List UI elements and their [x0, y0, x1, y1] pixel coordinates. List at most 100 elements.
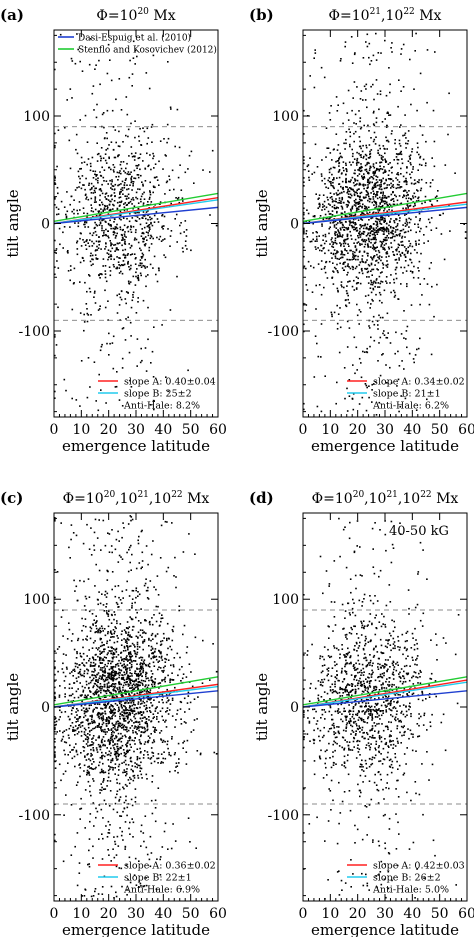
scatter-point: [129, 652, 132, 655]
scatter-point: [96, 620, 98, 622]
scatter-point: [352, 253, 354, 255]
scatter-point: [153, 665, 156, 667]
scatter-point: [142, 215, 145, 217]
scatter-point: [337, 289, 339, 292]
scatter-point: [306, 236, 309, 238]
scatter-point: [358, 206, 360, 208]
scatter-point: [96, 707, 98, 709]
scatter-point: [405, 270, 408, 272]
scatter-point: [392, 235, 394, 238]
scatter-point: [367, 246, 370, 248]
scatter-point: [314, 240, 317, 242]
scatter-point: [79, 60, 81, 63]
scatter-point: [140, 731, 143, 733]
scatter-point: [370, 291, 373, 294]
scatter-point: [404, 114, 406, 116]
scatter-point: [79, 655, 82, 657]
scatter-point: [92, 692, 95, 695]
scatter-point: [152, 680, 155, 683]
scatter-point: [177, 196, 180, 199]
scatter-point: [124, 240, 126, 243]
scatter-point: [120, 815, 123, 817]
scatter-point: [390, 182, 392, 185]
scatter-point: [126, 726, 128, 729]
scatter-point: [116, 256, 118, 258]
scatter-point: [345, 186, 347, 188]
scatter-point: [95, 739, 97, 741]
scatter-point: [196, 750, 199, 752]
scatter-point: [414, 223, 416, 225]
scatter-point: [395, 218, 397, 221]
scatter-point: [140, 195, 143, 198]
scatter-point: [372, 187, 375, 190]
scatter-point: [384, 249, 386, 251]
scatter-point: [380, 259, 382, 262]
scatter-point: [137, 279, 140, 282]
scatter-point: [131, 720, 133, 722]
scatter-point: [101, 201, 103, 204]
x-tick-label: 10: [72, 422, 90, 438]
scatter-point: [130, 519, 132, 522]
scatter-point: [116, 171, 119, 174]
scatter-point: [153, 716, 155, 718]
scatter-point: [87, 578, 90, 580]
scatter-point: [143, 243, 146, 246]
scatter-point: [380, 154, 383, 157]
scatter-point: [213, 751, 216, 754]
scatter-point: [68, 628, 71, 631]
scatter-point: [131, 661, 133, 663]
scatter-point: [347, 271, 349, 274]
scatter-point: [87, 739, 89, 741]
scatter-point: [68, 622, 70, 624]
scatter-point: [76, 253, 79, 256]
scatter-point: [134, 788, 137, 790]
scatter-point: [172, 664, 175, 666]
scatter-point: [129, 681, 131, 683]
scatter-point: [178, 762, 180, 764]
scatter-point: [142, 700, 144, 703]
scatter-point: [108, 707, 111, 709]
scatter-point: [353, 194, 356, 197]
scatter-point: [128, 548, 130, 551]
scatter-point: [336, 211, 338, 214]
scatter-point: [406, 252, 409, 254]
scatter-point: [62, 609, 64, 612]
scatter-point: [353, 53, 356, 56]
scatter-point: [356, 179, 359, 182]
scatter-point: [373, 246, 376, 249]
scatter-point: [418, 243, 420, 245]
scatter-point: [303, 162, 305, 165]
scatter-point: [354, 205, 357, 207]
scatter-point: [111, 529, 113, 531]
scatter-point: [87, 226, 90, 228]
scatter-point: [119, 191, 121, 193]
scatter-point: [85, 719, 88, 721]
scatter-point: [362, 178, 364, 180]
scatter-point: [100, 727, 102, 730]
scatter-point: [355, 249, 358, 252]
scatter-point: [92, 743, 94, 746]
scatter-point: [119, 170, 121, 172]
scatter-point: [54, 182, 56, 184]
scatter-point: [152, 638, 154, 640]
scatter-point: [341, 212, 344, 215]
title-exponent: 21: [370, 7, 381, 17]
scatter-point: [98, 212, 100, 214]
scatter-point: [136, 197, 139, 200]
scatter-point: [80, 752, 82, 754]
scatter-point: [133, 688, 136, 690]
scatter-point: [99, 658, 101, 660]
scatter-point: [122, 193, 124, 195]
scatter-point: [348, 201, 350, 204]
scatter-point: [55, 206, 58, 209]
scatter-point: [313, 171, 316, 174]
scatter-point: [375, 79, 378, 81]
scatter-point: [336, 287, 339, 290]
scatter-point: [381, 354, 383, 356]
scatter-point: [137, 174, 140, 176]
scatter-point: [135, 275, 137, 278]
scatter-point: [394, 139, 396, 141]
scatter-point: [371, 217, 374, 219]
scatter-point: [376, 221, 378, 223]
scatter-point: [85, 248, 88, 250]
